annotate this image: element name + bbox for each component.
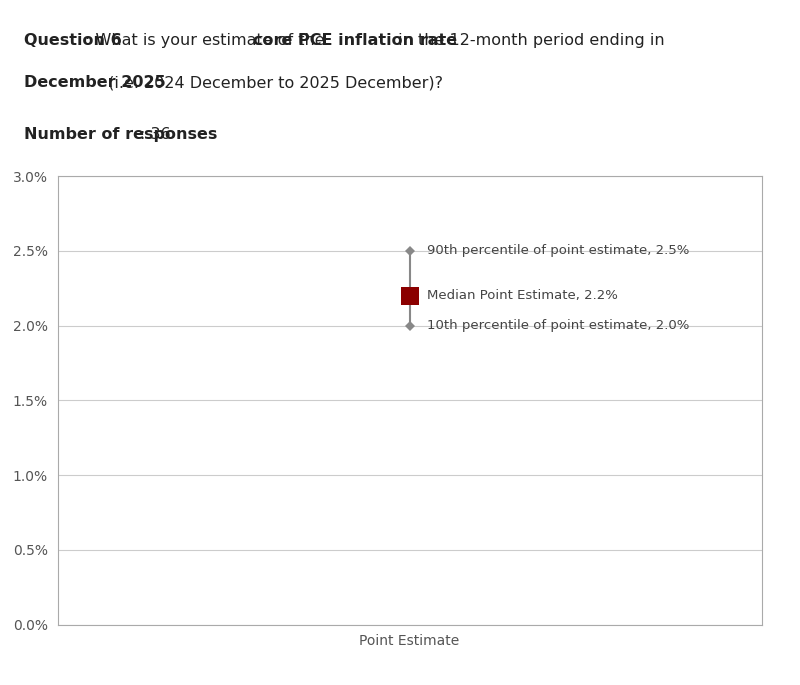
Text: Median Point Estimate, 2.2%: Median Point Estimate, 2.2% <box>427 289 618 302</box>
Text: core PCE inflation rate: core PCE inflation rate <box>254 33 458 48</box>
Text: in the 12-month period ending in: in the 12-month period ending in <box>394 33 665 48</box>
Text: (i.e. 2024 December to 2025 December)?: (i.e. 2024 December to 2025 December)? <box>103 75 443 90</box>
Text: Number of responses: Number of responses <box>24 127 218 142</box>
Text: : What is your estimate of the: : What is your estimate of the <box>85 33 330 48</box>
Text: 10th percentile of point estimate, 2.0%: 10th percentile of point estimate, 2.0% <box>427 319 690 332</box>
Text: December 2025: December 2025 <box>24 75 166 90</box>
Text: : 36: : 36 <box>139 127 170 142</box>
Text: 90th percentile of point estimate, 2.5%: 90th percentile of point estimate, 2.5% <box>427 245 690 258</box>
Text: Question 6: Question 6 <box>24 33 122 48</box>
